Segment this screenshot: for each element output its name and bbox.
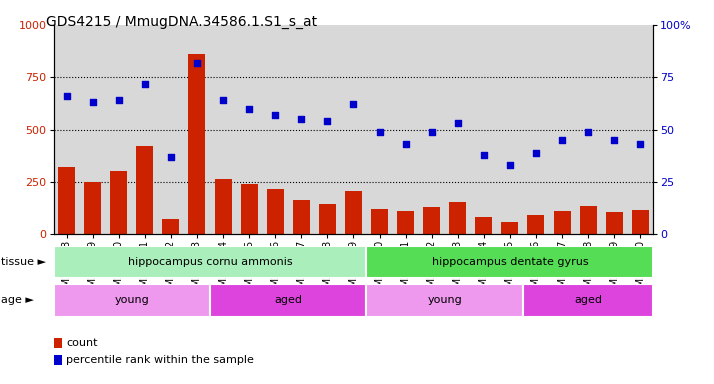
Text: GDS4215 / MmugDNA.34586.1.S1_s_at: GDS4215 / MmugDNA.34586.1.S1_s_at — [46, 15, 318, 29]
Point — [296, 116, 307, 122]
Point — [374, 129, 386, 135]
Text: young: young — [114, 295, 149, 306]
Point — [583, 129, 594, 135]
Text: aged: aged — [574, 295, 602, 306]
Point — [556, 137, 568, 143]
Point — [61, 93, 72, 99]
Bar — [580, 206, 597, 234]
Bar — [267, 189, 283, 234]
Point — [87, 99, 99, 106]
Bar — [501, 222, 518, 234]
Text: count: count — [66, 338, 98, 348]
Bar — [54, 338, 63, 348]
Bar — [423, 207, 440, 234]
Point — [165, 154, 176, 160]
Bar — [58, 167, 75, 234]
Bar — [528, 215, 545, 234]
Point — [191, 60, 203, 66]
Point — [400, 141, 411, 147]
Text: aged: aged — [274, 295, 302, 306]
Text: hippocampus dentate gyrus: hippocampus dentate gyrus — [431, 257, 588, 267]
Text: hippocampus cornu ammonis: hippocampus cornu ammonis — [128, 257, 292, 267]
Bar — [54, 355, 63, 365]
Bar — [84, 182, 101, 234]
Bar — [136, 146, 154, 234]
Point — [113, 97, 124, 103]
Bar — [397, 211, 414, 234]
Point — [452, 120, 463, 126]
Point — [635, 141, 646, 147]
Point — [608, 137, 620, 143]
Text: percentile rank within the sample: percentile rank within the sample — [66, 355, 254, 365]
Bar — [366, 284, 523, 317]
Bar — [54, 284, 210, 317]
Text: young: young — [427, 295, 462, 306]
Bar — [345, 191, 362, 234]
Point — [426, 129, 438, 135]
Bar — [210, 284, 366, 317]
Point — [348, 101, 359, 108]
Bar — [162, 218, 179, 234]
Point — [504, 162, 516, 168]
Bar — [110, 172, 127, 234]
Bar — [371, 209, 388, 234]
Bar — [293, 200, 310, 234]
Bar — [215, 179, 231, 234]
Bar — [449, 202, 466, 234]
Bar — [476, 217, 492, 234]
Point — [217, 97, 228, 103]
Point — [139, 81, 151, 87]
Bar — [54, 246, 366, 278]
Bar — [553, 211, 570, 234]
Point — [478, 152, 490, 158]
Bar — [366, 246, 653, 278]
Bar — [605, 212, 623, 234]
Text: age ►: age ► — [1, 295, 34, 306]
Text: tissue ►: tissue ► — [1, 257, 46, 267]
Point — [243, 106, 255, 112]
Point — [269, 112, 281, 118]
Bar — [523, 284, 653, 317]
Bar — [632, 210, 649, 234]
Point — [531, 149, 542, 156]
Point — [321, 118, 333, 124]
Bar — [241, 184, 258, 234]
Bar — [188, 54, 206, 234]
Bar — [319, 204, 336, 234]
